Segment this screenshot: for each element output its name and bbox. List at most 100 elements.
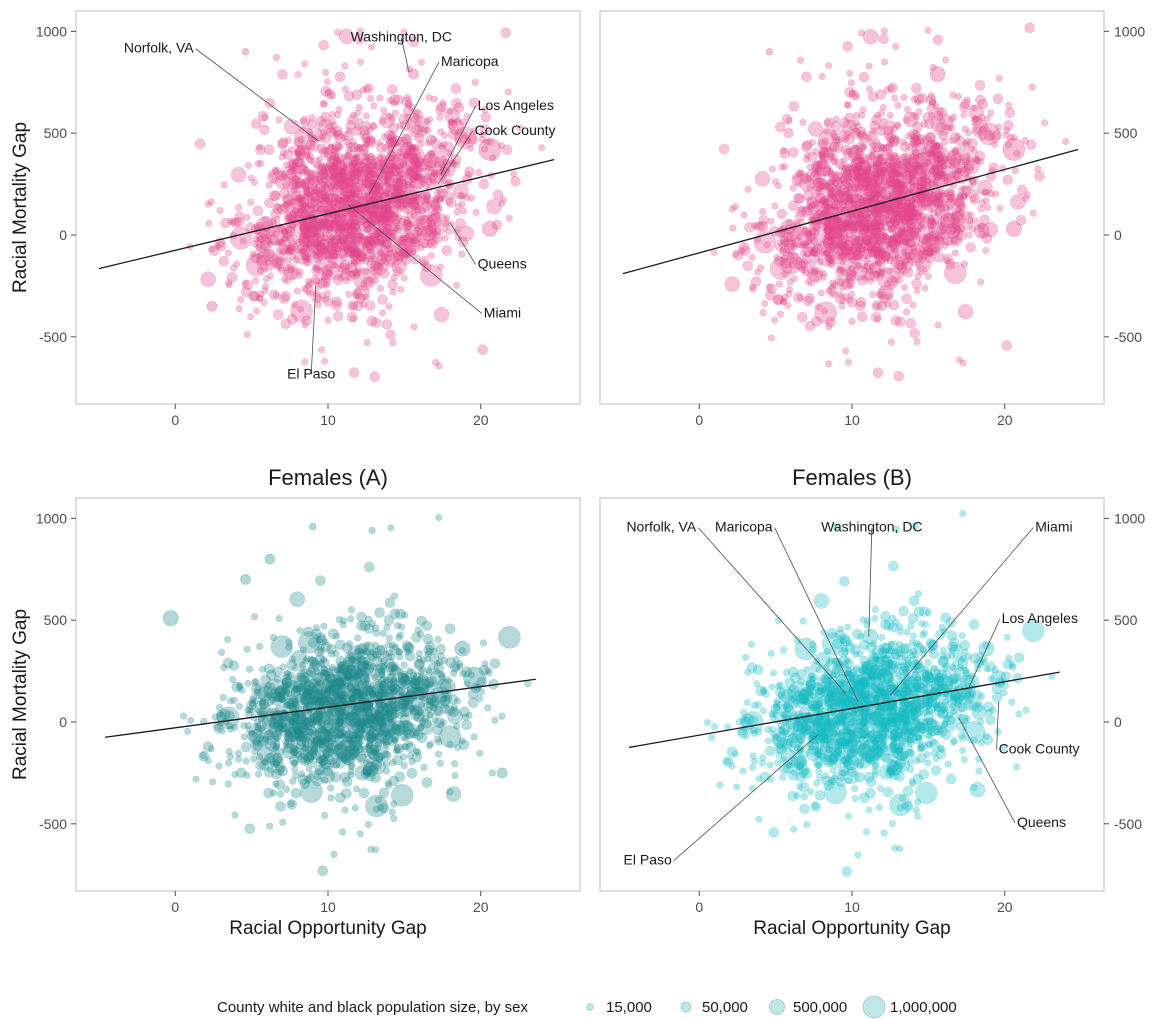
scatter-point <box>987 109 995 117</box>
scatter-point <box>244 161 252 169</box>
scatter-point <box>299 115 311 127</box>
annotation-label: Maricopa <box>441 53 499 69</box>
scatter-point <box>428 231 437 240</box>
scatter-point <box>1011 167 1019 175</box>
scatter-point <box>240 721 248 730</box>
scatter-point <box>763 241 771 249</box>
scatter-point <box>967 211 975 219</box>
scatter-point <box>739 245 751 256</box>
scatter-point <box>339 771 351 783</box>
scatter-point <box>256 642 264 651</box>
scatter-point <box>780 239 789 247</box>
scatter-point <box>372 277 380 285</box>
scatter-point <box>298 197 310 208</box>
scatter-point <box>410 204 418 212</box>
scatter-point <box>418 206 426 214</box>
scatter-point <box>445 786 462 802</box>
scatter-point <box>330 171 338 179</box>
scatter-point <box>266 272 274 280</box>
scatter-point <box>351 249 362 260</box>
scatter-point <box>384 173 392 181</box>
scatter-point <box>475 168 483 177</box>
scatter-point <box>355 724 363 733</box>
annotation-label: Miami <box>484 304 521 320</box>
scatter-point <box>252 697 260 705</box>
x-tick-label: 0 <box>695 412 703 428</box>
scatter-point <box>385 781 393 789</box>
scatter-point <box>369 213 380 224</box>
scatter-point <box>335 171 343 179</box>
scatter-point <box>330 261 338 270</box>
scatter-point <box>351 89 363 100</box>
scatter-point <box>351 703 359 711</box>
scatter-point <box>934 202 942 210</box>
scatter-point <box>941 138 949 146</box>
scatter-point <box>418 238 430 249</box>
scatter-point <box>924 272 932 280</box>
scatter-point <box>379 268 390 279</box>
scatter-point <box>230 166 247 183</box>
scatter-point <box>889 155 905 171</box>
scatter-point <box>385 302 393 310</box>
scatter-point <box>294 150 302 158</box>
scatter-point <box>266 254 274 262</box>
scatter-point <box>408 167 419 179</box>
scatter-point <box>353 682 365 693</box>
scatter-point <box>996 204 1004 212</box>
scatter-point <box>264 248 275 260</box>
scatter-point <box>955 200 967 212</box>
scatter-point <box>842 41 854 52</box>
scatter-point <box>389 339 397 347</box>
scatter-point <box>329 180 345 197</box>
scatter-point <box>268 170 276 178</box>
scatter-point <box>1062 137 1070 146</box>
scatter-point <box>200 271 216 288</box>
scatter-point <box>356 27 365 35</box>
scatter-point <box>367 170 378 182</box>
scatter-point <box>952 229 961 237</box>
scatter-point <box>256 236 265 244</box>
scatter-point <box>397 148 405 156</box>
scatter-point <box>282 161 290 169</box>
scatter-point <box>775 280 784 288</box>
scatter-point <box>852 253 860 261</box>
scatter-point <box>375 706 383 715</box>
scatter-point <box>394 252 402 260</box>
scatter-point <box>320 100 328 108</box>
scatter-point <box>838 302 846 310</box>
scatter-point <box>254 244 263 252</box>
scatter-point <box>420 158 428 166</box>
scatter-point <box>280 318 292 330</box>
scatter-point <box>444 676 452 684</box>
scatter-point <box>411 172 420 181</box>
scatter-point <box>287 265 295 273</box>
scatter-point <box>402 244 414 256</box>
scatter-point <box>957 186 965 194</box>
scatter-point <box>310 250 318 259</box>
scatter-point <box>944 123 952 132</box>
scatter-point <box>262 249 271 257</box>
scatter-point <box>374 796 383 804</box>
scatter-point <box>901 293 912 305</box>
scatter-point <box>443 214 451 222</box>
scatter-point <box>299 245 311 256</box>
scatter-point <box>389 758 397 767</box>
scatter-point <box>877 149 886 157</box>
scatter-point <box>387 684 395 692</box>
scatter-point <box>488 769 497 777</box>
scatter-point <box>339 240 351 252</box>
scatter-point <box>412 157 421 165</box>
scatter-point <box>312 232 320 241</box>
scatter-point <box>992 93 1004 105</box>
scatter-point <box>401 704 409 712</box>
scatter-point <box>427 172 438 183</box>
scatter-point-highlight <box>206 300 218 312</box>
scatter-point <box>390 163 398 171</box>
scatter-point <box>316 196 332 213</box>
scatter-point <box>289 718 297 726</box>
scatter-point <box>886 111 894 119</box>
scatter-point <box>805 237 813 245</box>
scatter-point <box>343 688 354 700</box>
scatter-point <box>290 787 302 799</box>
